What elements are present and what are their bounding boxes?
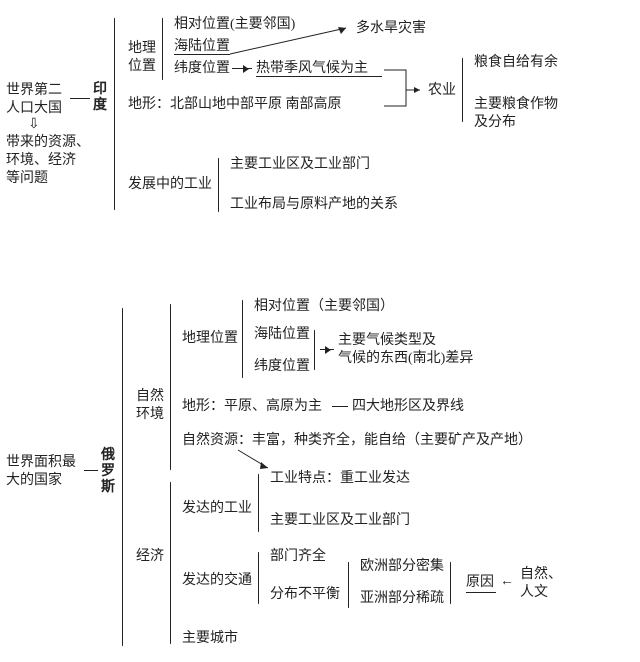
russia-climate-arrow xyxy=(320,349,334,350)
russia-geo-brace xyxy=(242,300,243,378)
india-geo-label: 地理 位置 xyxy=(128,40,156,76)
russia-transport-item-1: 分布不平衡 xyxy=(270,586,340,604)
diagram-canvas: 世界第二 人口大国 ⇩ 带来的资源、 环境、经济 等问题 印 度 地理 位置 相… xyxy=(0,0,640,662)
russia-root-connector xyxy=(84,470,98,471)
india-root-connector xyxy=(70,98,90,99)
russia-main-brace xyxy=(122,308,123,646)
india-title: 印 度 xyxy=(92,82,108,114)
russia-terrain-dash xyxy=(332,406,348,407)
india-agri-brace xyxy=(462,58,463,122)
russia-transport-brace xyxy=(258,552,259,604)
russia-transport-item-0: 部门齐全 xyxy=(270,548,326,566)
russia-transport-detail-0: 欧洲部分密集 xyxy=(360,558,444,576)
russia-reason-right-brace xyxy=(450,562,451,604)
india-agri-item-0: 粮食自给有余 xyxy=(474,54,558,72)
india-root-population: 世界第二 人口大国 xyxy=(6,82,62,118)
russia-nature-label: 自然 环境 xyxy=(136,388,164,424)
russia-geo-label: 地理位置 xyxy=(182,330,238,348)
russia-climate: 主要气候类型及 气候的东西(南北)差异 xyxy=(338,332,473,368)
india-climate-underline xyxy=(256,76,382,77)
india-disaster: 多水旱灾害 xyxy=(356,20,426,38)
russia-reason-arrow: ← xyxy=(500,574,514,590)
russia-geo-right-brace xyxy=(314,330,315,370)
russia-terrain: 地形：平原、高原为主 xyxy=(182,398,322,416)
india-industry-label: 发展中的工业 xyxy=(128,176,212,194)
india-terrain: 地形：北部山地中部平原 南部高原 xyxy=(128,96,342,114)
russia-cities: 主要城市 xyxy=(182,630,238,648)
india-lat-arrow xyxy=(232,68,252,69)
india-main-brace xyxy=(114,18,115,210)
russia-industry-label: 发达的工业 xyxy=(182,500,252,518)
russia-resources: 自然资源：丰富，种类齐全，能自给（主要矿产及产地） xyxy=(182,432,532,450)
russia-terrain-result: 四大地形区及界线 xyxy=(352,398,464,416)
india-root-arrow: ⇩ xyxy=(28,116,38,133)
india-disaster-arrow xyxy=(228,24,358,58)
russia-industry-item-1: 主要工业区及工业部门 xyxy=(270,512,410,530)
russia-transport-label: 发达的交通 xyxy=(182,572,252,590)
india-root-issues: 带来的资源、 环境、经济 等问题 xyxy=(6,134,90,189)
russia-geo-lat: 纬度位置 xyxy=(254,358,310,376)
russia-title: 俄 罗 斯 xyxy=(100,448,116,496)
russia-reason-items: 自然、 人文 xyxy=(520,566,562,602)
russia-root: 世界面积最 大的国家 xyxy=(6,454,76,490)
russia-geo-sea: 海陆位置 xyxy=(254,326,310,344)
russia-economy-label: 经济 xyxy=(136,548,164,566)
russia-geo-rel: 相对位置（主要邻国） xyxy=(254,298,394,316)
india-geo-lat: 纬度位置 xyxy=(174,60,230,78)
russia-industry-item-0: 工业特点：重工业发达 xyxy=(270,470,410,488)
russia-economy-brace xyxy=(170,482,171,644)
india-agri-label: 农业 xyxy=(428,82,456,100)
russia-transport-detail-brace xyxy=(348,562,349,608)
russia-nature-brace xyxy=(170,304,171,470)
india-industry-item-1: 工业布局与原料产地的关系 xyxy=(230,196,398,214)
india-industry-brace xyxy=(218,158,219,212)
russia-industry-brace xyxy=(258,474,259,532)
india-geo-brace xyxy=(162,18,163,80)
india-agri-item-1: 主要粮食作物 及分布 xyxy=(474,96,558,132)
russia-transport-detail-1: 亚洲部分稀疏 xyxy=(360,590,444,608)
russia-reason-underline xyxy=(466,592,496,593)
russia-reason-label: 原因 xyxy=(466,574,494,592)
india-sea-underline xyxy=(174,54,230,55)
india-industry-item-0: 主要工业区及工业部门 xyxy=(230,156,370,174)
